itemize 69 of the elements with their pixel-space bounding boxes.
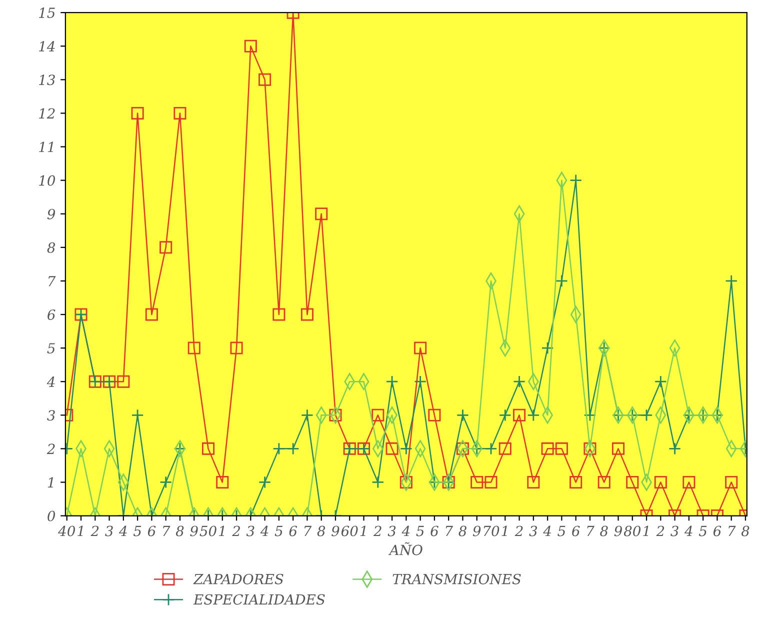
y-tick-label: 8: [47, 242, 56, 253]
x-tick-label: 6: [289, 526, 298, 536]
x-tick-label: 50: [200, 526, 216, 536]
x-tick-label: 4: [260, 526, 268, 536]
x-tick-label: 3: [388, 526, 396, 536]
x-tick-label: 1: [502, 526, 507, 536]
x-tick-label: 9: [472, 526, 481, 536]
x-axis-title: AÑO: [388, 542, 422, 556]
x-tick-label: 6: [430, 526, 438, 536]
x-tick-label: 5: [698, 526, 707, 536]
x-tick-label: 4: [543, 526, 551, 536]
x-tick-label: 1: [643, 526, 648, 536]
y-tick-label: 1: [48, 477, 53, 488]
x-tick-label: 2: [514, 526, 523, 536]
x-tick-label: 8: [458, 526, 466, 536]
y-tick-label: 5: [47, 343, 55, 354]
x-tick-label: 3: [529, 526, 537, 536]
x-tick-label: 9: [190, 526, 198, 536]
x-tick-label: 4: [402, 526, 410, 536]
x-tick-label: 2: [232, 526, 240, 536]
x-tick-label: 5: [558, 526, 566, 536]
x-tick-label: 3: [105, 526, 113, 536]
x-tick-label: 3: [670, 526, 678, 536]
y-tick-label: 3: [47, 410, 55, 421]
y-tick-label: 13: [39, 74, 55, 86]
x-tick-label: 7: [304, 526, 312, 536]
x-tick-label: 80: [624, 526, 640, 536]
y-tick-label: 14: [39, 41, 55, 52]
y-tick-label: 15: [39, 8, 55, 18]
y-tick-label: 2: [46, 444, 55, 454]
x-tick-label: 6: [148, 526, 156, 536]
y-tick-label: 0: [48, 510, 56, 522]
x-tick-label: 5: [133, 526, 142, 536]
x-tick-label: 7: [446, 526, 453, 536]
x-tick-label: 7: [728, 526, 736, 536]
x-tick-label: 8: [600, 526, 608, 536]
x-tick-label: 1: [360, 526, 366, 536]
x-tick-label: 6: [713, 526, 722, 536]
legend-label: ESPECIALIDADES: [193, 594, 325, 605]
x-tick-label: 4: [118, 526, 127, 536]
x-tick-label: 1: [78, 526, 83, 536]
y-tick-label: 10: [39, 175, 56, 186]
x-tick-label: 7: [163, 526, 170, 536]
legend-label: ZAPADORES: [193, 574, 284, 584]
y-tick-label: 7: [48, 276, 56, 286]
y-tick-label: 12: [39, 108, 55, 118]
x-tick-label: 8: [176, 526, 184, 536]
x-tick-label: 3: [246, 526, 254, 536]
x-tick-label: 9: [332, 526, 340, 536]
y-tick-label: 4: [46, 376, 55, 387]
x-tick-label: 2: [373, 526, 382, 536]
x-tick-label: 40: [58, 526, 75, 536]
x-tick-label: 1: [218, 526, 224, 536]
legend-label: TRANSMISIONES: [392, 574, 521, 584]
x-tick-label: 7: [587, 526, 594, 536]
y-tick-label: 6: [48, 309, 56, 320]
x-tick-label: 60: [341, 526, 358, 536]
x-tick-label: 2: [90, 526, 99, 536]
x-tick-label: 5: [416, 526, 424, 536]
x-tick-label: 8: [317, 526, 326, 536]
x-tick-label: 70: [484, 526, 500, 536]
x-tick-label: 4: [684, 526, 692, 536]
x-tick-label: 6: [572, 526, 580, 536]
x-tick-label: 5: [274, 526, 283, 536]
x-tick-label: 8: [741, 526, 750, 536]
y-tick-label: 11: [39, 142, 53, 152]
y-tick-label: 9: [47, 208, 56, 220]
x-tick-label: 9: [614, 526, 622, 536]
x-tick-label: 2: [656, 526, 664, 536]
